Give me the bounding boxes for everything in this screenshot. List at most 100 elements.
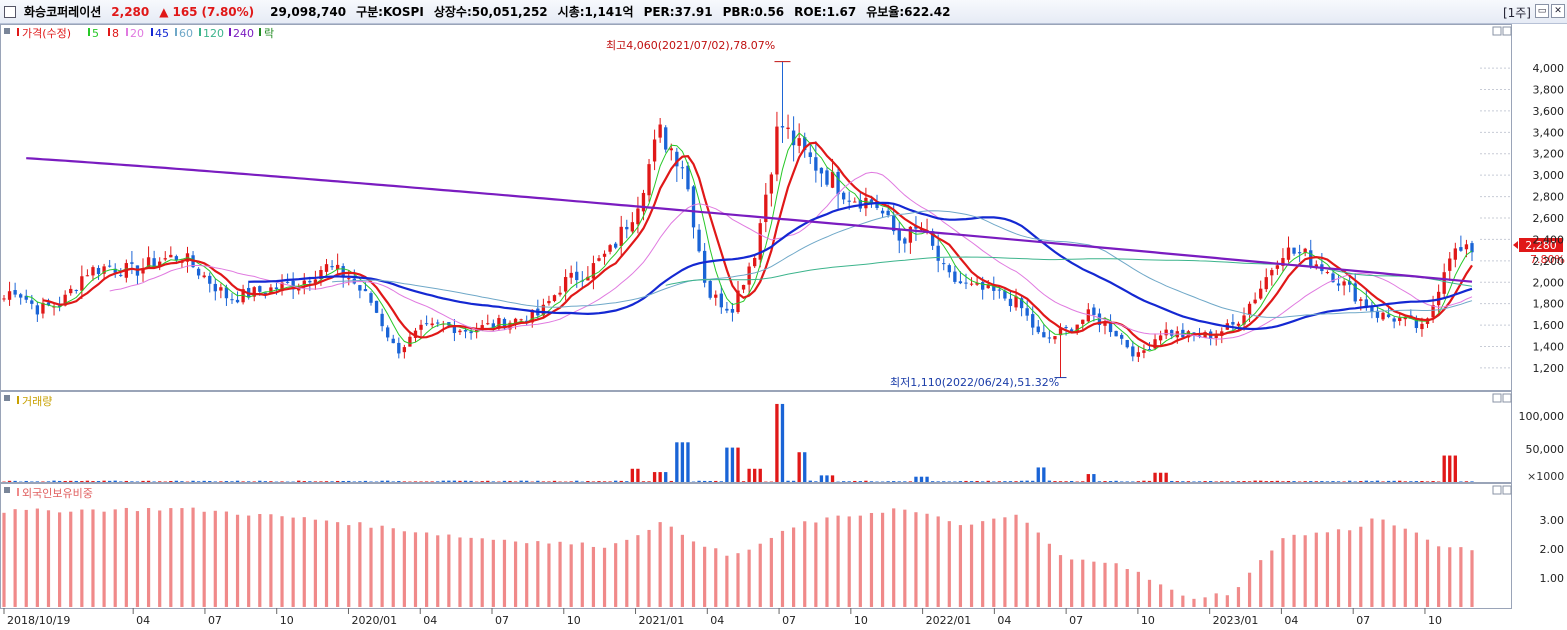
legend-fall[interactable]: 락 — [264, 27, 274, 40]
candle-body — [814, 157, 818, 171]
volume-bar — [247, 481, 251, 482]
candle-body — [285, 281, 290, 283]
volume-bar — [1019, 480, 1024, 482]
select-checkbox[interactable] — [4, 5, 16, 18]
volume-bar — [1181, 481, 1185, 482]
foreign-bar — [936, 516, 940, 607]
panel-minimize-icon[interactable] — [1492, 26, 1502, 36]
foreign-bar — [1081, 559, 1085, 607]
legend-ma45[interactable]: 45 — [155, 27, 169, 40]
volume-bar — [569, 481, 573, 482]
candle-body — [1058, 328, 1063, 336]
stock-name[interactable]: 화승코퍼레이션 — [24, 5, 102, 19]
candle-body — [936, 245, 940, 261]
volume-bar — [647, 481, 651, 482]
volume-bar — [1164, 472, 1168, 482]
volume-bar — [1225, 481, 1229, 482]
candle-body — [341, 266, 345, 278]
candle-body — [85, 275, 90, 277]
legend-ma5[interactable]: 5 — [92, 27, 99, 40]
candle-body — [1086, 309, 1090, 322]
panel-close-icon[interactable] — [1502, 485, 1512, 495]
price-panel — [0, 24, 1512, 391]
legend-ma8[interactable]: 8 — [112, 27, 119, 40]
panel-minimize-icon[interactable] — [1492, 393, 1502, 403]
panel-handle-icon[interactable] — [4, 487, 10, 493]
volume-bar — [1175, 481, 1179, 482]
legend-ma240[interactable]: 240 — [233, 27, 254, 40]
volume-bar — [513, 481, 518, 482]
candle-body — [1158, 335, 1163, 341]
foreign-bar — [1247, 572, 1252, 607]
candle-body — [875, 203, 879, 208]
candle-body — [413, 330, 418, 338]
volume-bar — [1336, 481, 1341, 482]
volume-bar — [686, 442, 690, 482]
foreign-bar — [35, 508, 39, 607]
foreign-bar — [758, 543, 762, 607]
candle-body — [80, 276, 84, 291]
foreign-bar — [1070, 559, 1074, 607]
volume-bar — [625, 481, 629, 482]
close-icon[interactable]: ✕ — [1551, 4, 1565, 18]
volume-bar — [1086, 474, 1090, 482]
candle-body — [491, 323, 495, 328]
candle-body — [274, 287, 279, 290]
candle-body — [1331, 273, 1335, 283]
legend-ma60[interactable]: 60 — [179, 27, 193, 40]
x-axis-label: 2020/01 — [351, 614, 397, 627]
volume-bar — [41, 481, 45, 482]
foreign-bar — [447, 534, 451, 607]
foreign-bar — [558, 541, 562, 607]
candle-body — [652, 139, 657, 162]
candle-body — [930, 231, 935, 246]
price-y-tick: 2,400 — [1533, 233, 1565, 246]
volume-bar — [402, 481, 407, 482]
panel-close-icon[interactable] — [1502, 393, 1512, 403]
candle-body — [363, 289, 368, 292]
panel-handle-icon[interactable] — [4, 28, 10, 34]
volume-bar — [858, 481, 862, 482]
volume-bar — [830, 475, 835, 482]
volume-bar — [1203, 481, 1207, 482]
panel-minimize-icon[interactable] — [1492, 485, 1502, 495]
price-y-tick: 3,800 — [1533, 83, 1565, 96]
volume-bar — [1170, 480, 1174, 482]
foreign-bar — [703, 546, 707, 607]
volume-bar — [1359, 481, 1363, 482]
panel-handle-icon[interactable] — [4, 395, 10, 401]
volume-unit-label: ×1000 — [1527, 470, 1564, 483]
candle-body — [519, 319, 523, 321]
candle-body — [892, 215, 896, 232]
legend-swatch-ma8 — [108, 28, 110, 36]
candle-body — [74, 289, 78, 291]
candle-body — [1470, 243, 1474, 253]
candle-body — [235, 299, 240, 303]
foreign-bar — [146, 508, 151, 607]
candle-body — [1386, 314, 1391, 318]
volume-bar — [1259, 480, 1263, 482]
volume-bar — [1325, 481, 1330, 482]
foreign-bar — [291, 517, 295, 607]
foreign-bar — [413, 532, 418, 607]
candle-body — [719, 293, 723, 308]
legend-volume[interactable]: 거래량 — [22, 395, 52, 408]
period-selector[interactable]: [1주] — [1502, 6, 1531, 20]
candle-body — [1342, 281, 1346, 286]
legend-foreign[interactable]: 외국인보유비중 — [22, 487, 93, 500]
candle-body — [597, 258, 601, 261]
candle-body — [953, 271, 957, 282]
legend-price[interactable]: 가격(수정) — [22, 27, 71, 40]
volume-bar — [430, 481, 434, 482]
candle-body — [1264, 277, 1268, 290]
panel-close-icon[interactable] — [1502, 26, 1512, 36]
candle-body — [1336, 283, 1341, 286]
candle-body — [30, 300, 34, 304]
restore-icon[interactable]: ▭ — [1535, 4, 1549, 18]
candle-body — [1297, 252, 1302, 254]
legend-ma20[interactable]: 20 — [130, 27, 144, 40]
candle-body — [313, 279, 318, 284]
candle-body — [269, 287, 273, 294]
legend-ma120[interactable]: 120 — [203, 27, 224, 40]
candle-body — [419, 324, 423, 330]
